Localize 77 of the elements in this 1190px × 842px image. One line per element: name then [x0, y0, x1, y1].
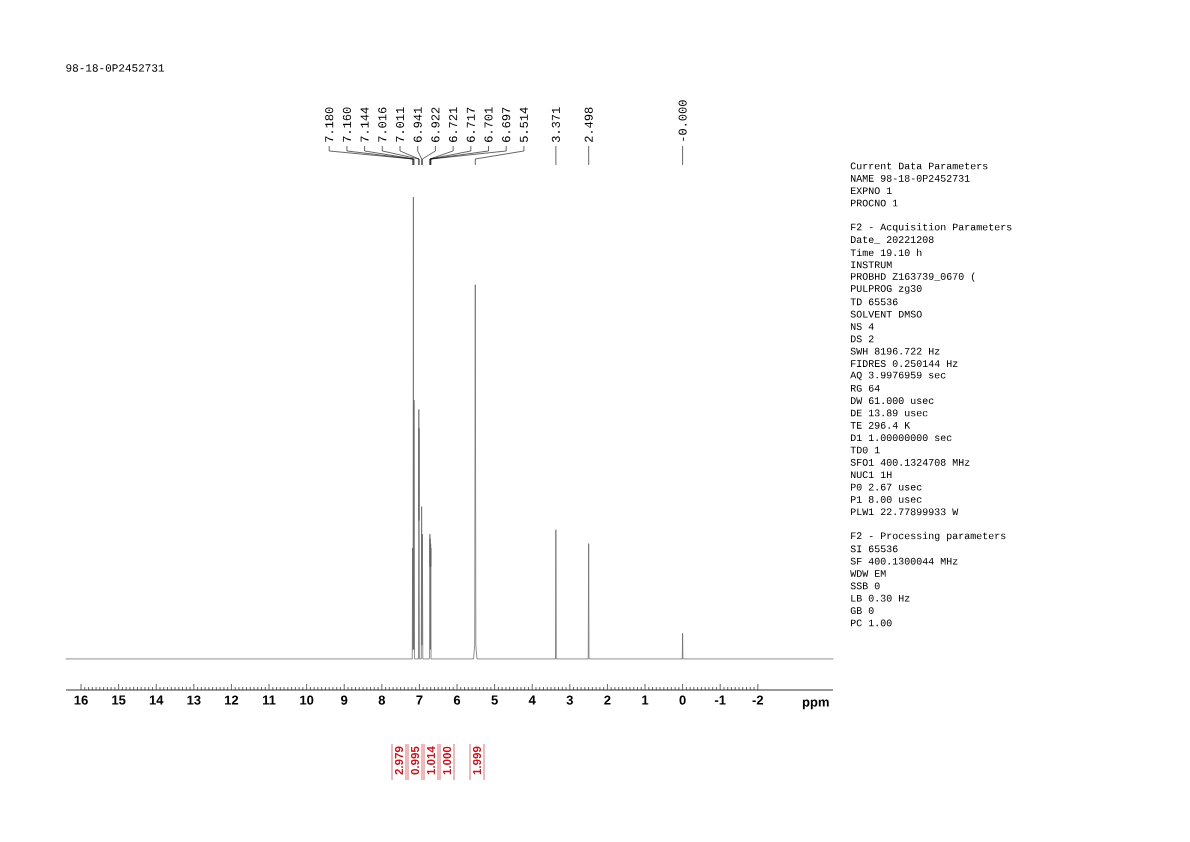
text: P1 8.00 usec	[850, 496, 922, 503]
text: NUC1 1H	[850, 471, 892, 479]
x-tick-label: -2	[752, 695, 764, 705]
text: 7.160	[342, 107, 351, 142]
text: SSB 0	[850, 582, 880, 590]
text: P0 2.67 usec	[850, 483, 922, 491]
text: PULPROG zg30	[850, 285, 922, 294]
text: Time 19.10 h	[850, 248, 922, 257]
text: F2 - Processing parameters	[851, 531, 1006, 542]
text: PROBHD Z163739_0670 (	[850, 272, 975, 282]
text: 1.999	[472, 746, 482, 775]
text: SOLVENT DMSO	[850, 310, 922, 318]
text: GB 0	[850, 607, 874, 614]
x-tick-label: 0	[679, 695, 686, 705]
text: TD0 1	[850, 446, 880, 454]
x-tick-label: 8	[378, 695, 386, 705]
x-tick-label: 13	[187, 695, 201, 705]
text: WDW EM	[850, 570, 886, 577]
x-tick-label: 2	[604, 695, 611, 705]
x-tick-label: 11	[262, 695, 276, 705]
text: Current Data Parameters	[850, 162, 988, 170]
text: F2 - Acquisition Parameters	[851, 223, 1012, 233]
x-tick-label: 6	[453, 695, 461, 705]
text: 0.995	[410, 746, 420, 775]
text: SFO1 400.1324708 MHz	[850, 458, 970, 466]
x-tick-label: 10	[300, 695, 314, 705]
text: EXPNO 1	[850, 187, 892, 195]
text: DS 2	[850, 335, 874, 343]
text: 6.941	[413, 107, 422, 142]
text: DE 13.89 usec	[850, 409, 928, 417]
text: NAME 98-18-0P2452731	[850, 174, 970, 182]
text: 6.717	[466, 107, 475, 142]
text: RG 64	[850, 384, 880, 392]
x-tick-label: 3	[566, 695, 573, 705]
text: D1 1.00000000 sec	[850, 434, 952, 442]
text: SWH 8196.722 Hz	[850, 347, 940, 355]
text: PC 1.00	[850, 619, 892, 627]
chart-title: 98-18-0P2452731	[66, 64, 165, 72]
text: LB 0.30 Hz	[851, 594, 910, 602]
text: 1.000	[442, 746, 452, 775]
x-tick-label: 5	[491, 695, 498, 705]
x-tick-label: 14	[149, 695, 164, 705]
text: PLW1 22.77899933 W	[850, 508, 959, 516]
text: 7.144	[360, 107, 369, 142]
text: 6.701	[484, 107, 493, 142]
x-axis-title: ppm	[802, 699, 829, 710]
text: 2.979	[394, 746, 404, 775]
text: TD 65536	[850, 298, 898, 306]
text: SI 65536	[850, 545, 898, 553]
text: 3.371	[551, 107, 560, 143]
text: 7.016	[378, 107, 387, 142]
text: 1.014	[426, 746, 436, 775]
text: SF 400.1300044 MHz	[850, 557, 958, 565]
text: PROCNO 1	[850, 199, 898, 207]
x-tick-label: 16	[74, 695, 88, 705]
x-tick-label: 9	[341, 695, 348, 705]
text: TE 296.4 K	[850, 421, 911, 429]
text: -0.000	[678, 100, 687, 141]
x-tick-label: 15	[112, 695, 126, 705]
text: 5.514	[519, 107, 528, 143]
x-tick-label: -1	[714, 695, 726, 705]
text: INSTRUM	[851, 261, 892, 269]
x-tick-label: 1	[642, 695, 649, 705]
text: FIDRES 0.250144 Hz	[851, 360, 958, 367]
text: 6.922	[431, 107, 440, 142]
text: 6.697	[502, 107, 511, 142]
text: Date_ 20221208	[850, 236, 934, 244]
text: 6.721	[449, 107, 458, 142]
text: 7.011	[395, 107, 405, 142]
x-tick-label: 12	[225, 695, 239, 705]
text: AQ 3.9976959 sec	[850, 371, 946, 381]
text: DW 61.000 usec	[850, 397, 934, 405]
x-tick-label: 7	[416, 695, 423, 705]
text: 7.180	[325, 107, 334, 142]
text: NS 4	[850, 323, 874, 330]
text: 2.498	[584, 107, 593, 142]
x-tick-label: 4	[528, 695, 536, 705]
